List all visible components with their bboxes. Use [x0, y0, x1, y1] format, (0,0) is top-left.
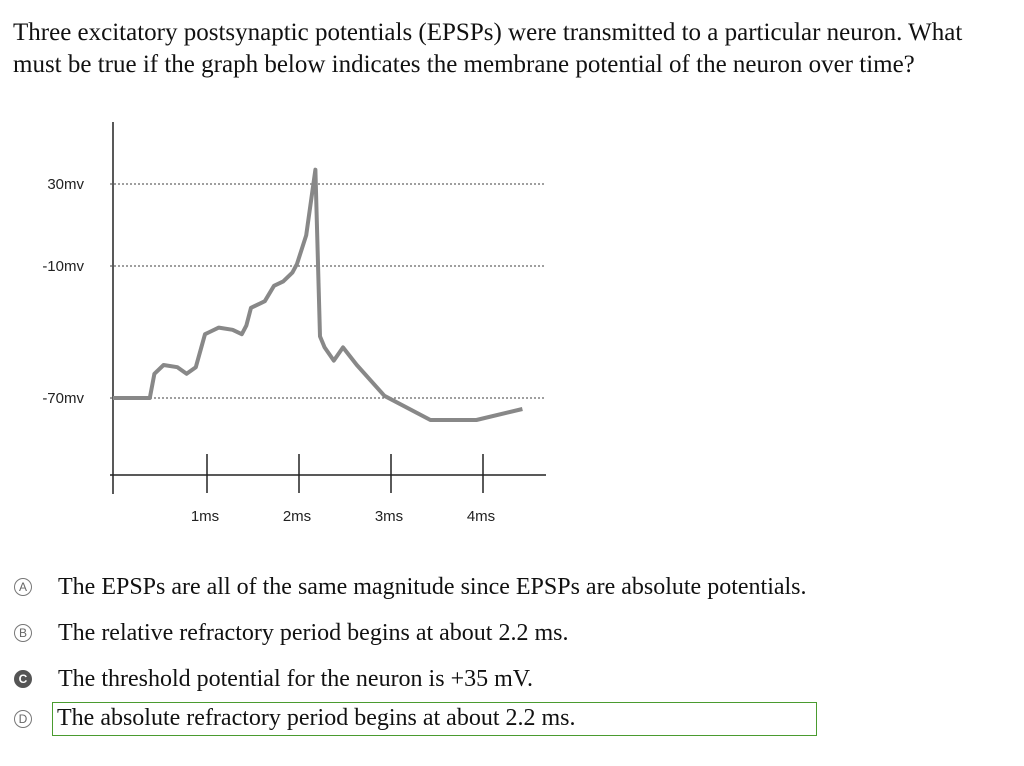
membrane-potential-line [113, 167, 523, 422]
choice-b-radio[interactable]: B [14, 624, 32, 642]
membrane-potential-chart: 30mv -10mv -70mv 1ms 2ms 3ms 4ms [42, 122, 546, 525]
x-tick-label: 4ms [467, 508, 495, 525]
choice-a[interactable]: A The EPSPs are all of the same magnitud… [14, 570, 807, 604]
y-tick-label: -10mv [42, 258, 84, 275]
y-tick-label: 30mv [47, 176, 84, 193]
gridlines [110, 183, 546, 399]
choice-c-text[interactable]: The threshold potential for the neuron i… [58, 665, 534, 692]
choice-b[interactable]: B The relative refractory period begins … [14, 616, 568, 650]
y-tick-label: -70mv [42, 390, 84, 407]
question-text: Three excitatory postsynaptic potentials… [13, 19, 963, 78]
x-tick-label: 2ms [283, 508, 311, 525]
choice-d-radio[interactable]: D [14, 710, 32, 728]
choice-c[interactable]: C The threshold potential for the neuron… [14, 662, 533, 696]
choice-a-text[interactable]: The EPSPs are all of the same magnitude … [58, 573, 807, 600]
choice-d-text[interactable]: The absolute refractory period begins at… [52, 702, 817, 736]
x-tick-label: 1ms [191, 508, 219, 525]
x-tick-label: 3ms [375, 508, 403, 525]
choice-a-radio[interactable]: A [14, 578, 32, 596]
choice-b-text[interactable]: The relative refractory period begins at… [58, 619, 569, 646]
choice-c-radio-selected[interactable]: C [14, 670, 32, 688]
choice-d[interactable]: D The absolute refractory period begins … [14, 702, 817, 736]
